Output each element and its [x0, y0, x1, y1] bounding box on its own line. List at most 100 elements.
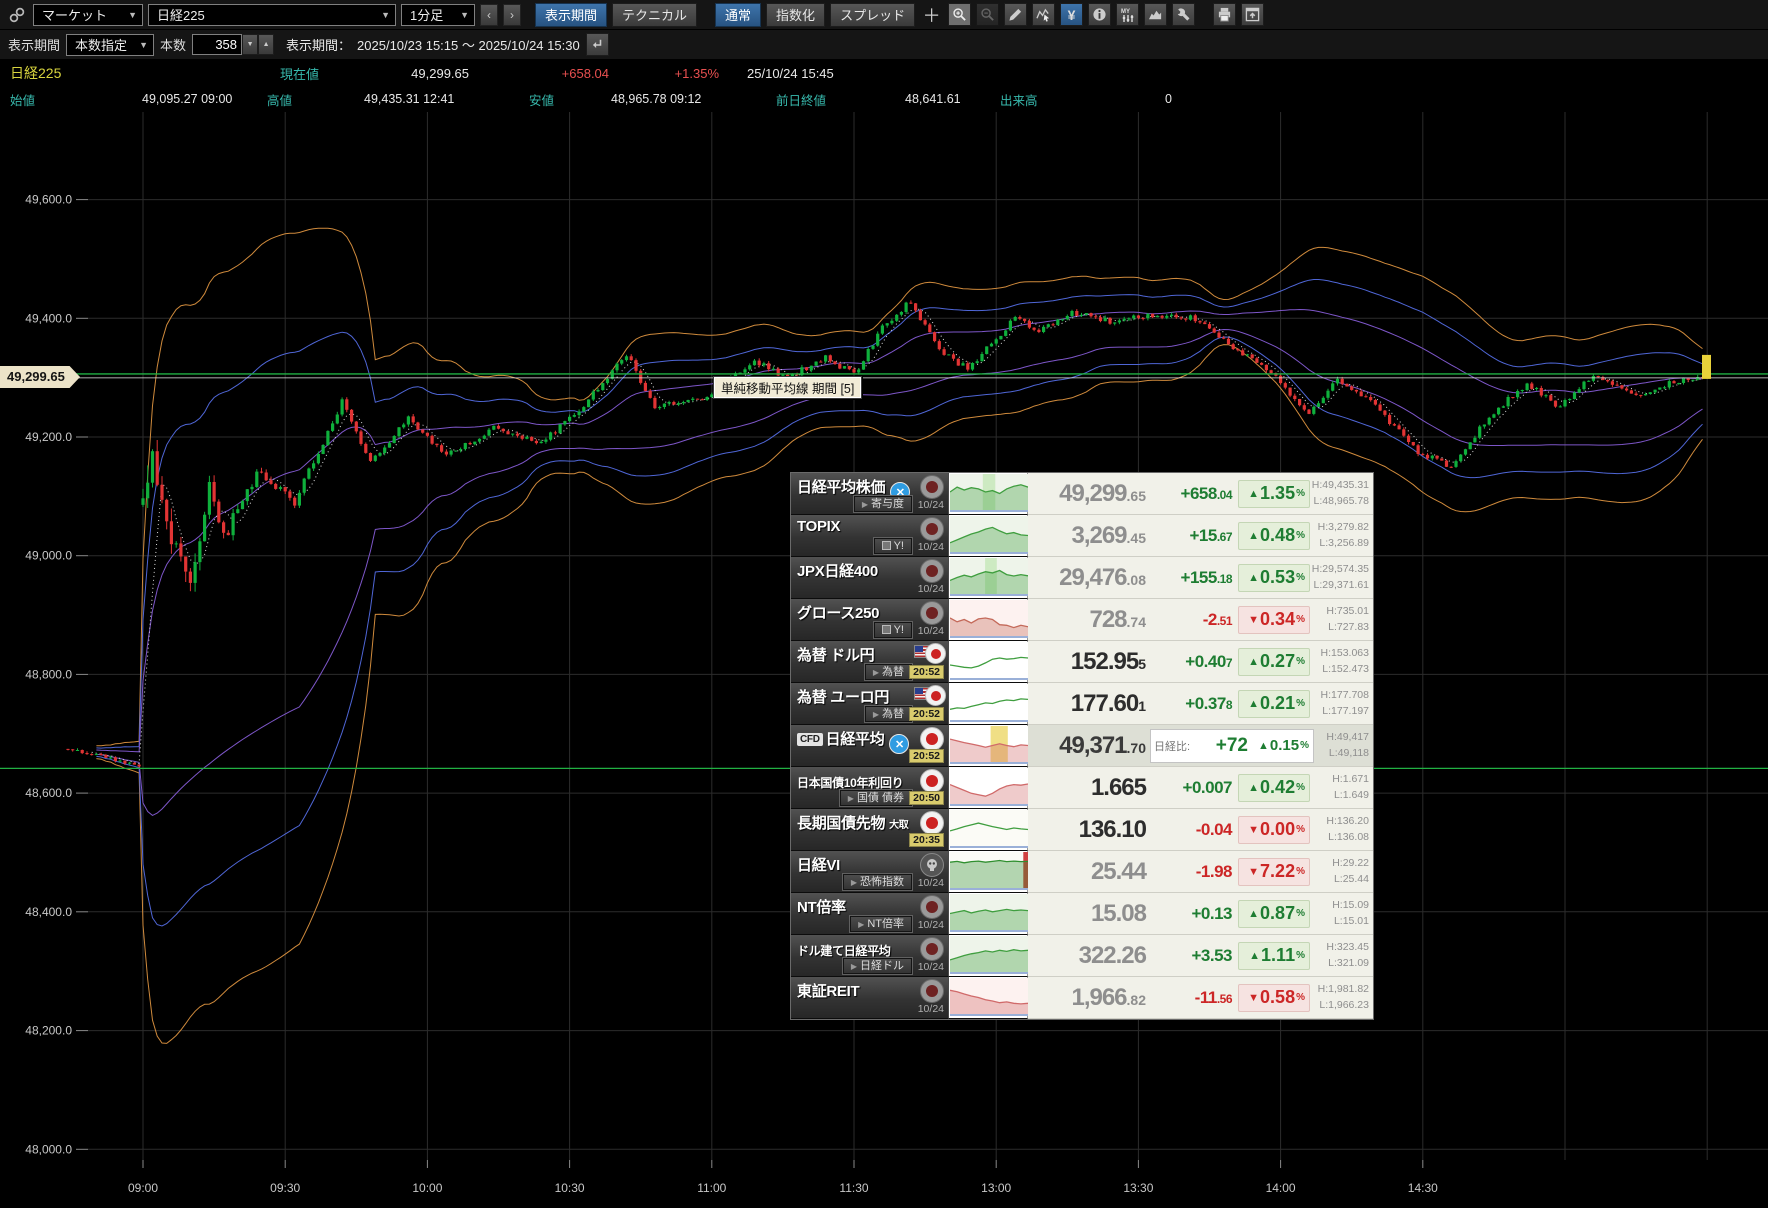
instrument-cell[interactable]: 為替 ユーロ円 ▶ 為替 20:52 — [791, 683, 948, 725]
sparkline-cell[interactable] — [948, 767, 1029, 809]
timeframe-select[interactable]: 1分足 ▼ — [401, 3, 475, 26]
watch-row[interactable]: 日本国債10年利回り ▶ 国債 債券 20:50 1.665 +0.007 ▲ 0.42% H:… — [791, 767, 1373, 809]
bar-count-input[interactable] — [192, 34, 243, 55]
watch-row[interactable]: JPX日経400 10/24 29,476.08 +155.18 ▲ 0.53% H:29,… — [791, 557, 1373, 599]
next-period-button[interactable]: › — [503, 3, 521, 26]
print-icon[interactable] — [1213, 3, 1237, 26]
zoom-out-icon[interactable] — [976, 3, 1000, 26]
trend-cursor-icon[interactable] — [1032, 3, 1056, 26]
prev-period-button[interactable]: ‹ — [480, 3, 498, 26]
instrument-cell[interactable]: 長期国債先物 大取 20:35 — [791, 809, 948, 851]
watch-row[interactable]: 東証REIT 10/24 1,966.82 -11.56 ▼ 0.58% H:1,981.8… — [791, 977, 1373, 1019]
sparkline-cell[interactable] — [948, 935, 1029, 977]
sparkline-cell[interactable] — [948, 809, 1029, 851]
indexize-button[interactable]: 指数化 — [766, 2, 826, 27]
instrument-cell[interactable]: 東証REIT 10/24 — [791, 977, 948, 1019]
instrument-cell[interactable]: CFD 日経平均 ✕ 20:52 — [791, 725, 948, 767]
svg-text:14:30: 14:30 — [1408, 1181, 1438, 1195]
change-pct-badge: ▲ 0.48% — [1238, 521, 1310, 550]
watch-row[interactable]: 為替 ドル円 ▶ 為替 20:52 152.955 +0.407 ▲ 0.27% H:153.0… — [791, 641, 1373, 683]
cfd-badge: CFD — [797, 733, 823, 746]
related-link-button[interactable]: ▶ NT倍率 — [849, 915, 913, 933]
watch-row[interactable]: 日経平均株価 ✕ ▶ 寄与度 10/24 49,299.65 +658.04 ▲ 1.35% H:… — [791, 473, 1373, 515]
price-chart[interactable]: 49,600.0 49,400.0 49,200.0 49,000.0 48,800.0… — [0, 112, 1768, 1208]
svg-text:MY: MY — [1121, 9, 1130, 15]
mini-chart — [949, 726, 1029, 764]
watch-row[interactable]: 為替 ユーロ円 ▶ 為替 20:52 177.601 +0.378 ▲ 0.21% H:177.… — [791, 683, 1373, 725]
watch-row[interactable]: 日経VI ▶ 恐怖指数 10/24 25.44 -1.98 ▼ 7.22% H:29.22 L:2… — [791, 851, 1373, 893]
last-price: 136.10 — [1078, 815, 1147, 843]
x-share-icon[interactable]: ✕ — [889, 734, 910, 754]
low-value: 48,965.78 09:12 — [611, 92, 702, 106]
draw-pencil-icon[interactable] — [1004, 3, 1028, 26]
sparkline-cell[interactable] — [948, 725, 1029, 767]
related-link-button[interactable]: ▶ 日経ドル — [841, 957, 914, 975]
sparkline-cell[interactable] — [948, 557, 1029, 599]
market-select[interactable]: マーケット ▼ — [33, 3, 143, 26]
settings-wrench-icon[interactable] — [1172, 3, 1196, 26]
related-link-button[interactable]: Y! — [872, 621, 914, 639]
normal-mode-button[interactable]: 通常 — [715, 2, 762, 27]
chart-area: 49,600.0 49,400.0 49,200.0 49,000.0 48,800.0… — [0, 112, 1768, 1208]
open-window-icon[interactable] — [1241, 3, 1265, 26]
zoom-in-icon[interactable] — [948, 3, 972, 26]
svg-text:10:30: 10:30 — [555, 1181, 585, 1195]
instrument-cell[interactable]: 為替 ドル円 ▶ 為替 20:52 — [791, 641, 948, 683]
external-link-icon — [881, 625, 891, 634]
yen-axis-icon[interactable]: ¥ — [1060, 3, 1084, 26]
sparkline-cell[interactable] — [948, 977, 1029, 1019]
change-pct-badge: ▲ 0.53% — [1238, 563, 1310, 592]
related-link-button[interactable]: ▶ 為替 — [863, 663, 914, 681]
instrument-cell[interactable]: 日本国債10年利回り ▶ 国債 債券 20:50 — [791, 767, 948, 809]
price-change-pct: +1.35% — [674, 65, 720, 81]
chevron-down-icon: ▼ — [460, 9, 469, 20]
sparkline-cell[interactable] — [948, 599, 1029, 641]
technical-button[interactable]: テクニカル — [612, 2, 698, 27]
watch-row[interactable]: ドル建て日経平均 ▶ 日経ドル 10/24 322.26 +3.53 ▲ 1.11% H:323… — [791, 935, 1373, 977]
market-status-icon — [920, 937, 944, 961]
japan-flag-icon — [920, 811, 944, 835]
instrument-cell[interactable]: 日経平均株価 ✕ ▶ 寄与度 10/24 — [791, 473, 948, 515]
main-toolbar: マーケット ▼ 日経225 ▼ 1分足 ▼ ‹ › 表示期間 テクニカル 通常 指数化… — [0, 0, 1768, 30]
related-link-button[interactable]: ▶ 寄与度 — [852, 495, 914, 513]
quote-time: 20:52 — [909, 665, 944, 679]
sparkline-cell[interactable] — [948, 683, 1029, 725]
my-indicator-icon[interactable]: MY — [1116, 3, 1140, 26]
watch-row[interactable]: グロース250 Y! 10/24 728.74 -2.51 ▼ 0.34% H:735.01 L… — [791, 599, 1373, 641]
sparkline-cell[interactable] — [948, 641, 1029, 683]
related-link-button[interactable]: ▶ 為替 — [863, 705, 914, 723]
instrument-name: ドル建て日経平均 — [797, 944, 891, 958]
values-cell: 152.955 +0.407 ▲ 0.27% H:153.063 L:152.473 — [1028, 641, 1373, 683]
sparkline-cell[interactable] — [948, 473, 1029, 515]
symbol-select[interactable]: 日経225 ▼ — [148, 3, 396, 26]
watch-row[interactable]: CFD 日経平均 ✕ 20:52 49,371.70 日経比: +72 ▲ 0.15% H:49,… — [791, 725, 1373, 767]
related-link-button[interactable]: Y! — [872, 537, 914, 555]
link-icon[interactable] — [6, 4, 28, 26]
watch-row[interactable]: 長期国債先物 大取 20:35 136.10 -0.04 ▼ 0.00% H:136.20 L… — [791, 809, 1373, 851]
display-period-button[interactable]: 表示期間 — [535, 2, 608, 27]
area-chart-icon[interactable] — [1144, 3, 1168, 26]
sparkline-cell[interactable] — [948, 515, 1029, 557]
instrument-cell[interactable]: NT倍率 ▶ NT倍率 10/24 — [791, 893, 948, 935]
watch-row[interactable]: NT倍率 ▶ NT倍率 10/24 15.08 +0.13 ▲ 0.87% H:15.09 L:1… — [791, 893, 1373, 935]
watch-row[interactable]: TOPIX Y! 10/24 3,269.45 +15.67 ▲ 0.48% H:3,279.… — [791, 515, 1373, 557]
related-link-button[interactable]: ▶ 国債 債券 — [838, 789, 914, 807]
count-down-button[interactable]: ▼ — [242, 34, 259, 55]
related-link-button[interactable]: ▶ 恐怖指数 — [841, 873, 914, 891]
crosshair-icon[interactable]: ＋ — [920, 3, 943, 26]
reload-icon[interactable] — [585, 33, 609, 56]
spread-button[interactable]: スプレッド — [830, 2, 916, 27]
market-status-icon — [920, 559, 944, 583]
mini-chart — [949, 852, 1029, 890]
instrument-cell[interactable]: 日経VI ▶ 恐怖指数 10/24 — [791, 851, 948, 893]
instrument-cell[interactable]: グロース250 Y! 10/24 — [791, 599, 948, 641]
instrument-cell[interactable]: TOPIX Y! 10/24 — [791, 515, 948, 557]
sparkline-cell[interactable] — [948, 893, 1029, 935]
instrument-cell[interactable]: JPX日経400 10/24 — [791, 557, 948, 599]
sparkline-cell[interactable] — [948, 851, 1029, 893]
info-icon[interactable] — [1088, 3, 1112, 26]
mini-chart — [949, 516, 1029, 554]
period-mode-select[interactable]: 本数指定 ▼ — [66, 33, 155, 56]
instrument-cell[interactable]: ドル建て日経平均 ▶ 日経ドル 10/24 — [791, 935, 948, 977]
count-up-button[interactable]: ▲ — [258, 34, 275, 55]
